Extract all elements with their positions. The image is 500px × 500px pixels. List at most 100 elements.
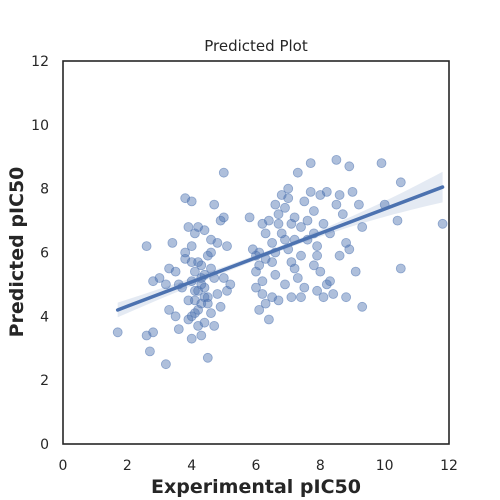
data-point [167,237,178,248]
data-point [160,279,171,290]
x-tick-label: 4 [187,458,196,474]
data-point [186,311,197,322]
data-point [283,193,294,204]
data-point [280,202,290,213]
data-point [186,241,197,252]
data-point [337,209,348,220]
data-point [189,285,200,296]
data-point [331,199,342,210]
data-point [318,292,329,303]
data-point [222,241,232,252]
y-tick-label: 6 [40,246,49,262]
data-point [280,234,290,245]
data-point [376,158,387,169]
data-point [260,298,271,309]
data-point [286,292,297,303]
data-point [357,301,368,312]
data-point [321,186,332,197]
data-point [286,218,297,229]
data-point [357,222,368,232]
data-point [218,273,229,283]
data-point [270,269,281,280]
data-point [199,225,210,236]
data-point [160,359,171,370]
data-point [183,222,194,232]
data-point [260,228,271,239]
y-tick-labels: 0 2 4 6 8 10 12 [31,54,49,453]
data-point [206,234,216,245]
data-point [395,177,406,188]
data-point [334,250,345,261]
data-point [170,311,181,322]
data-point [141,330,152,341]
data-point [209,320,220,331]
data-point [254,260,265,271]
data-point [312,241,323,252]
data-point [164,304,175,315]
data-point [308,206,319,216]
data-point [263,314,274,325]
y-tick-label: 10 [31,118,49,134]
data-point [353,199,364,210]
data-point [296,292,306,303]
data-point [273,209,284,220]
y-tick-label: 12 [31,54,49,70]
data-point [344,161,355,172]
data-point [296,222,306,232]
data-point [186,333,197,344]
data-point [305,186,316,197]
data-point [321,279,332,290]
data-point [437,218,448,229]
data-point [312,285,323,296]
data-point [267,237,278,248]
y-tick-label: 4 [40,309,49,325]
data-point [173,324,184,335]
data-point [334,190,345,200]
regression-line [115,185,445,312]
data-point [186,257,197,268]
data-point [209,199,220,210]
data-point [347,186,358,197]
data-point [302,215,313,226]
y-axis-label: Predicted pIC50 [6,167,28,338]
data-point [180,247,191,258]
data-point [267,292,278,303]
data-point [225,279,236,290]
data-point [341,237,352,248]
data-point [257,218,268,229]
data-point [199,282,210,293]
data-point [273,218,284,229]
data-point [257,276,268,287]
data-point [186,196,197,207]
data-point [206,308,216,319]
data-point [331,154,342,165]
data-point [144,346,155,357]
data-point [270,199,281,210]
data-point [308,260,319,271]
data-point [141,241,152,252]
data-point [251,282,261,293]
data-point [296,250,306,261]
data-point [202,292,213,303]
data-point [299,282,310,293]
data-point [154,273,165,283]
data-point [202,352,213,363]
data-point [395,263,406,274]
data-point [170,266,181,277]
data-point [299,196,310,207]
data-point [218,167,229,178]
x-tick-label: 6 [252,458,261,474]
data-point [315,266,326,277]
x-axis-label: Experimental pIC50 [151,476,361,498]
data-point [292,273,303,283]
data-point [289,263,300,274]
data-point [305,158,316,169]
data-point [206,247,216,258]
data-point [280,279,290,290]
x-tick-labels: 0 2 4 6 8 10 12 [59,458,458,474]
y-tick-label: 2 [40,373,49,389]
data-point [244,212,255,223]
data-point [328,289,339,299]
data-point [392,215,403,226]
data-point [254,304,265,315]
